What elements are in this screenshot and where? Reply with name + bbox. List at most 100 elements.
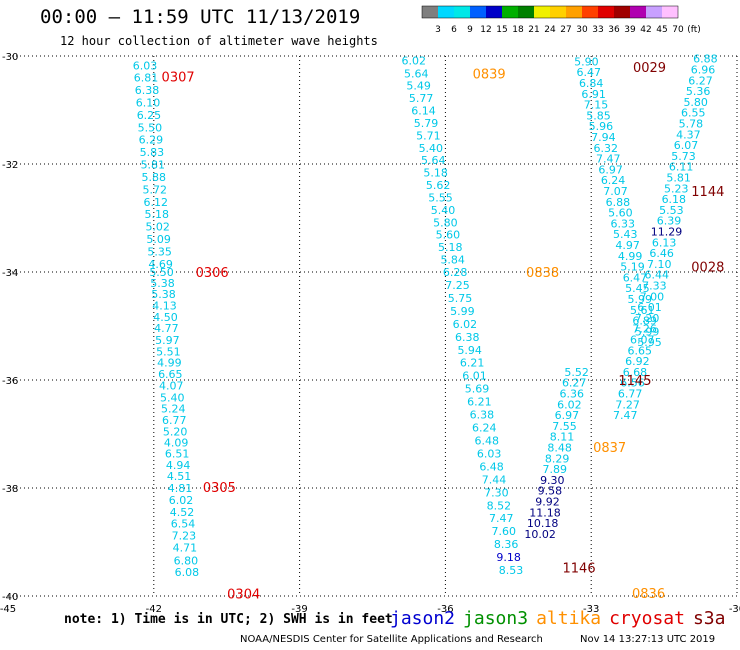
data-point-cryosat: 5.09 <box>146 233 171 246</box>
pass-time-label: 0029 <box>633 61 666 76</box>
data-point-s3a: 7.27 <box>615 398 640 411</box>
data-point-cryosat: 4.69 <box>148 258 173 271</box>
data-point-s3a: 5.60 <box>608 207 633 220</box>
data-point-s3a: 6.96 <box>691 64 716 77</box>
scale-tick-label: 27 <box>560 25 571 35</box>
data-point-s3a: 11.18 <box>529 506 561 519</box>
data-point-s3a: 6.65 <box>628 344 653 357</box>
color-scale: 3 6 9 12 15 18 21 24 27 30 33 36 39 42 45 70 (ft) <box>421 5 701 35</box>
data-point-cryosat: 5.35 <box>147 245 172 258</box>
data-point-altika: 8.36 <box>494 538 519 551</box>
scale-swatch <box>438 6 454 18</box>
data-point-altika: 5.60 <box>436 229 461 242</box>
data-point-s3a: 9.92 <box>535 496 560 509</box>
data-point-s3a: 7.47 <box>613 409 638 422</box>
data-point-cryosat: 6.29 <box>139 134 164 147</box>
x-tick-label: -30 <box>729 604 740 615</box>
pass-time-label: 0304 <box>227 587 260 602</box>
data-point-s3a: 6.01 <box>637 301 662 314</box>
data-point-s3a: 5.85 <box>586 109 611 122</box>
data-point-altika: 7.44 <box>482 473 507 486</box>
data-point-altika: 5.80 <box>433 216 458 229</box>
data-point-s3a: 7.47 <box>596 153 621 166</box>
data-point-cryosat: 5.38 <box>151 288 176 301</box>
data-point-s3a: 7.94 <box>591 131 616 144</box>
scale-swatch <box>502 6 518 18</box>
legend-item-jason2: jason2 <box>390 608 456 629</box>
data-point-s3a: 6.32 <box>594 142 619 155</box>
pass-time-label: 0836 <box>632 587 665 602</box>
data-point-s3a: 6.47 <box>577 66 602 79</box>
x-tick-label: -45 <box>0 604 16 615</box>
data-point-cryosat: 7.23 <box>172 530 197 543</box>
data-point-altika: 5.64 <box>404 67 429 80</box>
data-point-s3a: 7.55 <box>552 420 577 433</box>
data-point-cryosat: 4.50 <box>153 311 178 324</box>
legend: jason2 jason3 altika cryosat s3a <box>390 608 725 629</box>
data-point-cryosat: 5.20 <box>163 425 188 438</box>
data-point-s3a: 10.18 <box>527 517 559 530</box>
scale-tick-label: 33 <box>592 25 603 35</box>
pass-time-label: 1145 <box>618 374 651 389</box>
data-point-altika: 8.53 <box>499 564 524 577</box>
data-point-s3a: 11.29 <box>651 226 683 239</box>
data-point-cryosat: 6.80 <box>174 554 199 567</box>
data-point-s3a: 6.47 <box>623 271 648 284</box>
data-point-s3a: 5.95 <box>637 336 662 349</box>
data-point-s3a: 7.10 <box>647 258 672 271</box>
x-tick-label: -36 <box>437 604 453 615</box>
data-point-s3a: 6.27 <box>688 74 713 87</box>
data-point-s3a: 6.13 <box>652 236 677 249</box>
data-point-s3a: 5.90 <box>574 55 599 68</box>
scale-swatch <box>470 6 486 18</box>
legend-item-altika: altika <box>536 608 602 629</box>
data-point-s3a: 6.84 <box>579 77 604 90</box>
data-point-cryosat: 4.77 <box>154 322 179 335</box>
legend-item-jason3: jason3 <box>463 608 529 629</box>
legend-item-cryosat: cryosat <box>609 608 685 629</box>
data-point-s3a: 5.73 <box>671 150 696 163</box>
scale-tick-label: 9 <box>467 25 473 35</box>
data-point-altika: 7.25 <box>445 279 470 292</box>
pass-time-label: 0306 <box>196 266 229 281</box>
data-point-altika: 6.21 <box>467 396 492 409</box>
data-point-altika: 5.99 <box>450 305 475 318</box>
data-point-altika: 6.48 <box>479 460 504 473</box>
data-point-s3a: 7.26 <box>632 323 657 336</box>
legend-item-s3a: s3a <box>692 608 726 629</box>
pass-time-label: 0837 <box>593 441 626 456</box>
data-point-s3a: 6.27 <box>562 377 587 390</box>
y-tick-label: -30 <box>2 52 18 63</box>
data-point-s3a: 6.92 <box>625 355 650 368</box>
data-point-s3a: 9.30 <box>540 474 565 487</box>
data-point-cryosat: 6.08 <box>175 566 200 579</box>
data-point-s3a: 5.99 <box>628 293 653 306</box>
data-point-s3a: 7.33 <box>642 280 667 293</box>
data-point-altika: 6.14 <box>411 105 436 118</box>
grid <box>8 55 738 597</box>
scale-tick-label: 36 <box>608 25 620 35</box>
chart-subtitle: 12 hour collection of altimeter wave hei… <box>60 34 378 48</box>
pass-labels: 0307 0306 0305 0304 0839 0838 0837 0836 0029 1144… <box>162 61 725 602</box>
data-point-altika: 6.28 <box>443 266 468 279</box>
data-point-cryosat: 4.94 <box>166 459 191 472</box>
pass-time-label: 0307 <box>162 71 195 86</box>
data-point-altika: 5.18 <box>423 167 448 180</box>
scale-tick-label: 21 <box>528 25 539 35</box>
data-point-s3a: 5.36 <box>686 85 711 98</box>
scale-tick-label: 6 <box>451 25 457 35</box>
data-point-s3a: 5.45 <box>625 282 650 295</box>
data-point-s3a: 5.80 <box>683 96 708 109</box>
x-tick-label: -33 <box>583 604 599 615</box>
data-point-s3a: 4.99 <box>618 250 643 263</box>
data-point-cryosat: 6.10 <box>136 96 161 109</box>
scale-tick-label: (ft) <box>687 25 701 35</box>
data-point-altika: 6.48 <box>474 434 499 447</box>
data-point-s3a: 6.91 <box>581 88 606 101</box>
pass-time-label: 0838 <box>526 266 559 281</box>
chart-title: 00:00 – 11:59 UTC 11/13/2019 <box>40 6 361 28</box>
pass-time-label: 1144 <box>691 185 724 200</box>
y-tick-label: -40 <box>2 592 18 603</box>
scale-tick-label: 45 <box>656 25 667 35</box>
